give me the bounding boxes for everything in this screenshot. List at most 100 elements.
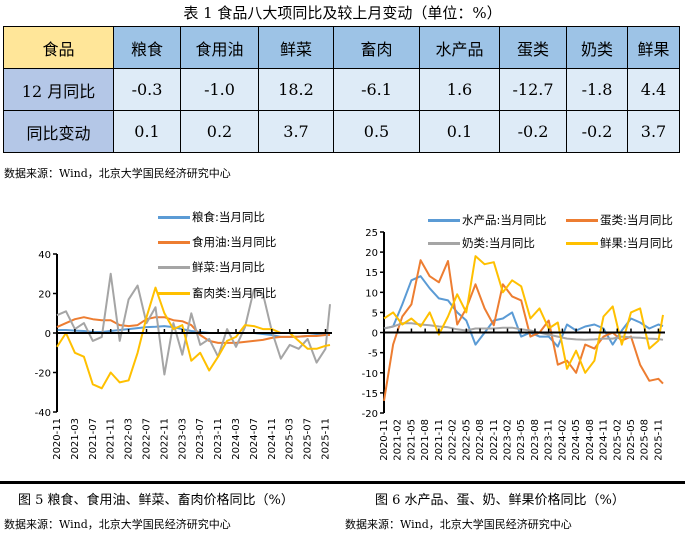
x-tick-label: 2025-08 <box>640 419 651 461</box>
x-tick-label: 2022-07 <box>142 418 153 460</box>
row-header: 同比变动 <box>3 110 114 153</box>
legend-item: 食用油:当月同比 <box>158 234 276 250</box>
y-tick-label: 5 <box>372 308 378 319</box>
header-cell: 粮食 <box>113 26 181 69</box>
legend-swatch <box>158 292 190 295</box>
x-tick-label: 2023-08 <box>530 419 541 461</box>
x-tick-label: 2022-11 <box>159 418 170 460</box>
table-title: 表 1 食品八大项同比及较上月变动（单位：%） <box>183 4 502 22</box>
x-tick-label: 2025-11 <box>321 418 332 460</box>
x-tick-label: 2024-05 <box>571 419 582 461</box>
legend-item: 畜肉类:当月同比 <box>158 285 276 301</box>
x-tick-label: 2024-08 <box>585 419 596 461</box>
header-cell: 鲜果 <box>627 26 680 69</box>
table-source: 数据来源：Wind，北京大学国民经济研究中心 <box>4 167 231 180</box>
x-tick-label: 2024-07 <box>249 418 260 460</box>
y-tick-label: -40 <box>35 408 51 419</box>
legend-item: 奶类:当月同比 <box>428 235 535 251</box>
y-tick-label: 20 <box>38 290 51 301</box>
legend-label: 蛋类:当月同比 <box>600 213 673 227</box>
legend-swatch <box>428 219 460 222</box>
x-tick-label: 2023-11 <box>544 419 555 461</box>
table-cell: 1.6 <box>419 68 500 111</box>
table-cell: 0.1 <box>113 110 181 153</box>
x-tick-label: 2025-03 <box>285 418 296 460</box>
x-tick-label: 2025-05 <box>626 419 637 461</box>
header-cell: 奶类 <box>566 26 628 69</box>
x-tick-label: 2021-02 <box>393 419 404 461</box>
x-tick-label: 2020-11 <box>379 419 390 461</box>
x-tick-label: 2025-11 <box>653 419 664 461</box>
x-tick-label: 2022-02 <box>448 419 459 461</box>
x-tick-label: 2022-11 <box>489 419 500 461</box>
header-cell: 畜肉 <box>333 26 420 69</box>
series-line-3 <box>383 255 664 374</box>
legend-label: 粮食:当月同比 <box>192 210 265 224</box>
y-tick-label: 25 <box>365 228 378 239</box>
legend-label: 奶类:当月同比 <box>462 236 535 250</box>
y-tick-label: 40 <box>38 250 51 261</box>
legend-swatch <box>158 216 190 219</box>
x-tick-label: 2024-11 <box>267 418 278 460</box>
figure-caption: 图 5 粮食、食用油、鲜菜、畜肉价格同比（%） <box>18 493 294 508</box>
legend-label: 畜肉类:当月同比 <box>192 286 277 300</box>
x-tick-label: 2021-08 <box>420 419 431 461</box>
legend-label: 鲜菜:当月同比 <box>192 260 265 274</box>
table-header-row: 食品 粮食 食用油 鲜菜 畜肉 水产品 蛋类 奶类 鲜果 <box>3 26 680 69</box>
y-tick-label: -5 <box>368 349 378 360</box>
legend-swatch <box>566 219 598 222</box>
header-cell: 蛋类 <box>499 26 567 69</box>
legend-label: 鲜果:当月同比 <box>600 236 673 250</box>
y-tick-label: -20 <box>362 409 378 420</box>
legend-swatch <box>566 242 598 245</box>
table-cell: -1.0 <box>180 68 259 111</box>
x-tick-label: 2023-11 <box>213 418 224 460</box>
x-tick-label: 2024-11 <box>599 419 610 461</box>
x-tick-label: 2020-11 <box>52 418 63 460</box>
divider <box>0 481 685 484</box>
x-tick-label: 2023-05 <box>516 419 527 461</box>
legend-swatch <box>158 266 190 269</box>
table-cell: 4.4 <box>627 68 680 111</box>
table-cell: 0.1 <box>419 110 500 153</box>
x-tick-label: 2021-05 <box>406 419 417 461</box>
table-cell: -0.3 <box>113 68 181 111</box>
food-price-table: 食品 粮食 食用油 鲜菜 畜肉 水产品 蛋类 奶类 鲜果 12 月同比 -0.3… <box>3 26 680 153</box>
x-tick-label: 2022-03 <box>124 418 135 460</box>
y-tick-label: 20 <box>365 248 378 259</box>
header-cell: 水产品 <box>419 26 500 69</box>
table-cell: -1.8 <box>566 68 628 111</box>
table-cell: 18.2 <box>258 68 334 111</box>
table-row: 同比变动 0.1 0.2 3.7 0.5 0.1 -0.2 -0.2 3.7 <box>3 110 680 153</box>
legend-item: 鲜果:当月同比 <box>566 235 673 251</box>
legend-item: 鲜菜:当月同比 <box>158 259 265 275</box>
x-tick-label: 2022-05 <box>461 419 472 461</box>
table-cell: -6.1 <box>333 68 420 111</box>
x-tick-label: 2024-03 <box>231 418 242 460</box>
table-cell: 0.5 <box>333 110 420 153</box>
x-tick-label: 2024-02 <box>557 419 568 461</box>
y-tick-label: -20 <box>35 369 51 380</box>
table-cell: 0.2 <box>180 110 259 153</box>
table-cell: 3.7 <box>627 110 680 153</box>
y-tick-label: 15 <box>365 268 378 279</box>
x-tick-label: 2025-02 <box>612 419 623 461</box>
figure-source: 数据来源：Wind，北京大学国民经济研究中心 <box>4 518 231 531</box>
header-cell: 食用油 <box>180 26 259 69</box>
figure-source: 数据来源：Wind，北京大学国民经济研究中心 <box>345 518 572 531</box>
series-line-2 <box>56 272 331 376</box>
legend-swatch <box>428 242 460 245</box>
x-tick-label: 2021-11 <box>434 419 445 461</box>
legend-swatch <box>158 241 190 244</box>
x-tick-label: 2022-08 <box>475 419 486 461</box>
figure-caption: 图 6 水产品、蛋、奶、鲜果价格同比（%） <box>375 493 625 508</box>
y-tick-label: -10 <box>362 369 378 380</box>
legend-item: 蛋类:当月同比 <box>566 212 673 228</box>
x-tick-label: 2023-07 <box>195 418 206 460</box>
legend-item: 水产品:当月同比 <box>428 212 546 228</box>
legend-item: 粮食:当月同比 <box>158 209 265 225</box>
table-cell: -0.2 <box>566 110 628 153</box>
